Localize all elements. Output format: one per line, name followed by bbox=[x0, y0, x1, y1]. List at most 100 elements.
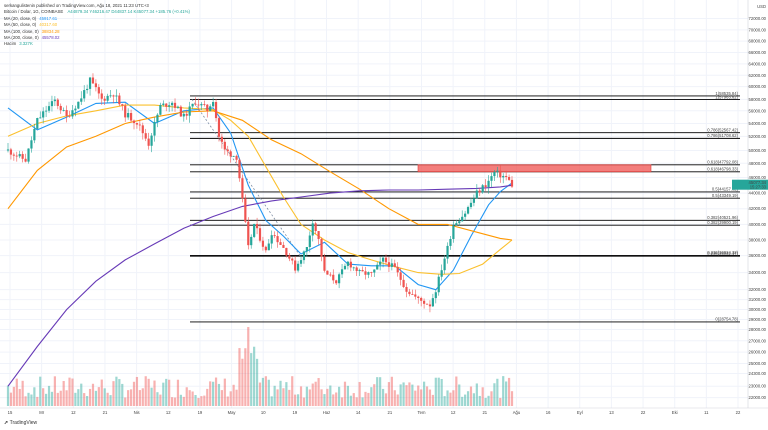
candle-body bbox=[223, 141, 226, 150]
candle-body bbox=[417, 296, 420, 298]
volume-bar bbox=[168, 379, 171, 406]
candle-body bbox=[431, 298, 434, 307]
indicator-label: MA (50, close, 0) bbox=[4, 22, 37, 28]
indicator-ma50[interactable]: MA (50, close, 0) 40317.60 bbox=[4, 22, 190, 28]
candle-body bbox=[267, 243, 270, 251]
candle-body bbox=[170, 102, 174, 106]
volume-bar bbox=[305, 386, 308, 406]
candle-body bbox=[74, 108, 77, 111]
candle-body bbox=[326, 270, 329, 275]
indicator-ma200[interactable]: MA (200, close, 0) 45578.02 bbox=[4, 35, 190, 41]
price-tick-label: 48000.00 bbox=[749, 161, 767, 166]
volume-bar bbox=[422, 381, 426, 406]
candle-body bbox=[452, 225, 455, 239]
volume-bar bbox=[449, 392, 452, 406]
volume-bar bbox=[53, 376, 56, 406]
volume-bar bbox=[461, 396, 464, 406]
candle-body bbox=[206, 104, 209, 111]
price-tick-label: 50000.00 bbox=[749, 148, 767, 153]
volume-bar bbox=[288, 389, 291, 406]
candle-body bbox=[9, 149, 13, 155]
volume-bar bbox=[206, 388, 209, 406]
candle-body bbox=[129, 113, 133, 121]
candle-body bbox=[12, 154, 15, 156]
volume-bar bbox=[6, 385, 10, 406]
volume-bar bbox=[484, 397, 487, 406]
volume-bar bbox=[159, 394, 162, 406]
candle-body bbox=[53, 99, 56, 102]
candle-body bbox=[282, 244, 285, 248]
candle-body bbox=[203, 104, 206, 105]
volume-bar bbox=[135, 376, 139, 406]
indicator-label: MA (200, close, 0) bbox=[4, 35, 39, 41]
volume-bar bbox=[132, 381, 136, 406]
price-tick-label: 23000.00 bbox=[749, 384, 767, 389]
volume-bar bbox=[425, 386, 429, 406]
candle-body bbox=[135, 123, 139, 125]
price-axis[interactable] bbox=[748, 0, 768, 408]
candle-body bbox=[21, 154, 24, 159]
candle-body bbox=[373, 269, 376, 273]
price-tick-label: 27000.00 bbox=[749, 338, 767, 343]
candle-body bbox=[250, 236, 253, 246]
candle-body bbox=[47, 106, 51, 111]
candle-body bbox=[197, 104, 200, 106]
volume-bar bbox=[294, 394, 297, 406]
indicator-ma20[interactable]: MA (20, close, 0) 45917.61 bbox=[4, 16, 190, 22]
candle-body bbox=[422, 300, 426, 304]
candle-body bbox=[469, 202, 473, 208]
candle-body bbox=[30, 140, 33, 149]
tradingview-logo[interactable]: ➚ TradingView bbox=[4, 420, 37, 426]
volume-bar bbox=[349, 395, 352, 406]
fib-level-label: 0(28754.78) bbox=[715, 317, 738, 322]
volume-bar bbox=[173, 397, 177, 406]
fib-level-label: 0.618(47792.08) bbox=[707, 160, 738, 165]
current-price-label: 45077.34 bbox=[749, 180, 767, 185]
price-tick-label: 54000.00 bbox=[749, 121, 767, 126]
candle-body bbox=[168, 105, 171, 107]
volume-bar bbox=[358, 381, 361, 406]
candle-body bbox=[238, 159, 241, 179]
indicator-label: Hacim bbox=[4, 41, 17, 47]
volume-bar bbox=[466, 391, 470, 406]
candle-body bbox=[15, 155, 18, 157]
candle-body bbox=[411, 294, 414, 295]
indicator-volume[interactable]: Hacim 3.327K bbox=[4, 41, 190, 47]
volume-bar bbox=[434, 377, 437, 406]
candle-body bbox=[443, 258, 446, 271]
candle-body bbox=[299, 260, 303, 264]
candle-body bbox=[466, 207, 470, 214]
fib-level-label: 0.5(44157.02) bbox=[712, 187, 739, 192]
candle-body bbox=[50, 101, 54, 107]
candle-body bbox=[408, 291, 411, 295]
time-tick-label: 15 bbox=[8, 410, 13, 415]
candle-body bbox=[150, 135, 153, 146]
candle-body bbox=[176, 106, 180, 108]
volume-bar bbox=[94, 390, 98, 406]
fib-level-label: 0.786(51708.62) bbox=[707, 133, 738, 138]
volume-bar bbox=[343, 381, 347, 406]
candle-body bbox=[94, 83, 98, 88]
candle-body bbox=[434, 292, 437, 299]
volume-bar bbox=[129, 389, 133, 406]
candle-body bbox=[464, 213, 467, 217]
indicator-ma100[interactable]: MA (100, close, 0) 38834.28 bbox=[4, 29, 190, 35]
volume-bar bbox=[250, 353, 253, 406]
candle-body bbox=[329, 274, 332, 276]
candle-body bbox=[384, 257, 388, 263]
price-tick-label: 72000.00 bbox=[749, 16, 767, 21]
candle-body bbox=[305, 247, 308, 252]
volume-bar bbox=[329, 385, 332, 406]
candle-body bbox=[115, 95, 118, 97]
price-tick-label: 38000.00 bbox=[749, 237, 767, 242]
candle-body bbox=[490, 176, 493, 181]
volume-bar bbox=[156, 392, 159, 406]
time-tick-label: Haz bbox=[323, 410, 330, 415]
candle-body bbox=[229, 151, 232, 157]
candle-body bbox=[6, 149, 10, 151]
volume-bar bbox=[21, 380, 24, 406]
publisher-line: serkangulistenin published on TradingVie… bbox=[4, 3, 149, 8]
volume-bar bbox=[74, 392, 77, 406]
volume-bar bbox=[27, 392, 30, 406]
